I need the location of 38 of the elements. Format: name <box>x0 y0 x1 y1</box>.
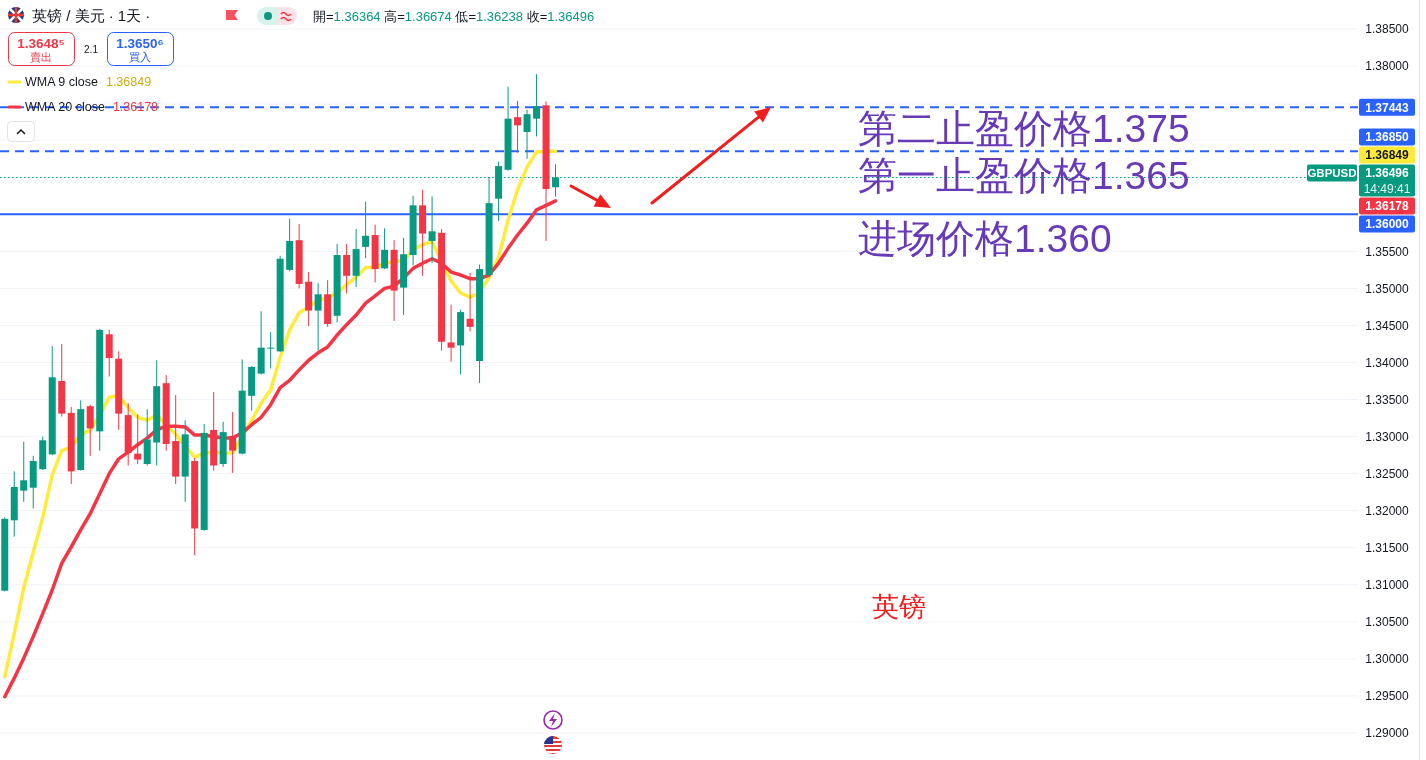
y-tick-label: 1.34000 <box>1365 355 1410 370</box>
text: 14:49:41 <box>1363 181 1411 196</box>
annotation: 賣出 <box>30 51 52 63</box>
y-tick-label: 1.35500 <box>1365 244 1410 259</box>
text: 1.36178 <box>1365 199 1410 214</box>
y-tick-label: 1.32500 <box>1365 466 1410 481</box>
y-tick-label: 1.38000 <box>1365 59 1410 74</box>
y-tick-label: 1.29500 <box>1365 689 1410 704</box>
chart-title: 英镑 / 美元 · 1天 · <box>32 7 151 24</box>
y-tick-label: 1.35000 <box>1365 281 1410 296</box>
annotation: 第一止盈价格1.365 <box>858 154 1190 197</box>
annotation: 第二止盈价格1.375 <box>858 107 1190 150</box>
ref-line-label: 1.37443 <box>1365 100 1410 115</box>
ref-line-label: 1.36850 <box>1365 130 1410 145</box>
y-tick-label: 1.31000 <box>1365 578 1410 593</box>
chart-subtitle: 開=1.36364 高=1.36674 低=1.36238 收=1.36496 <box>313 9 595 24</box>
text: 1.36849 <box>1365 148 1410 163</box>
y-tick-label: 1.34500 <box>1365 318 1410 333</box>
annotation: 1.3650⁶ <box>116 36 164 51</box>
legend-label: WMA 9 close <box>25 75 98 89</box>
ref-line-label: 1.36496 <box>1365 166 1410 181</box>
annotation: GBPUSD <box>1307 167 1357 180</box>
annotation: 1.3648⁵ <box>17 36 65 51</box>
annotation: 英镑 <box>872 592 926 622</box>
annotation: 进场价格1.360 <box>858 217 1112 260</box>
y-tick-label: 1.29000 <box>1365 726 1410 741</box>
y-tick-label: 1.38500 <box>1365 22 1410 37</box>
y-tick-label: 1.33500 <box>1365 392 1410 407</box>
y-tick-label: 1.32000 <box>1365 503 1410 518</box>
annotation: 2.1 <box>84 44 99 55</box>
y-tick-label: 1.31500 <box>1365 541 1410 556</box>
annotation: 買入 <box>129 51 151 63</box>
annotation: 1.36849 <box>105 75 152 89</box>
y-tick-label: 1.30500 <box>1365 615 1410 630</box>
y-tick-label: 1.33000 <box>1365 429 1410 444</box>
ref-line-label: 1.36000 <box>1365 217 1410 232</box>
y-tick-label: 1.30000 <box>1365 652 1410 667</box>
annotation: 1.36178 <box>112 100 159 114</box>
